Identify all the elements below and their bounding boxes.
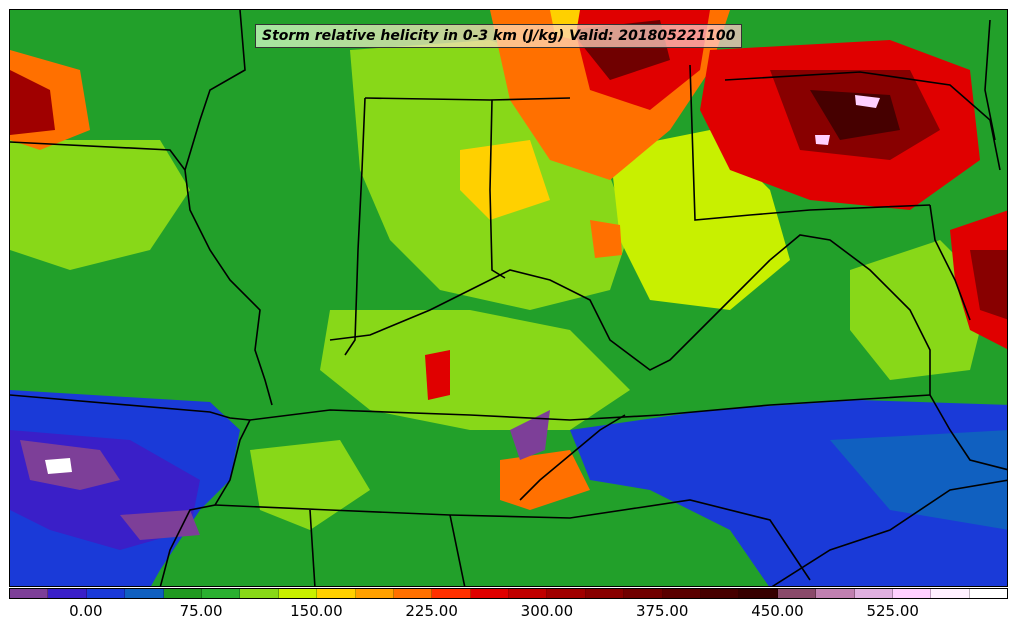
- blue-region-carolina: [830, 430, 1007, 530]
- boundary-new-jersey: [984, 19, 996, 141]
- boundary-ohio-river: [329, 259, 771, 371]
- yellow-region-ohio: [460, 140, 550, 220]
- boundary-wv-virginia: [769, 234, 931, 395]
- boundary-maryland-delaware: [929, 204, 971, 321]
- colorbar-cell: [393, 589, 433, 598]
- orange-region-tennessee: [500, 450, 590, 510]
- coastline-southeast: [771, 479, 1007, 586]
- red-spot-kentucky: [425, 350, 450, 400]
- colorbar-cell: [48, 589, 87, 598]
- pink-spot-1: [815, 135, 830, 145]
- yellowgreen-region-kentucky: [320, 310, 630, 430]
- boundary-pennsylvania-ny: [724, 71, 1001, 171]
- colorbar-cell: [969, 589, 1008, 598]
- boundary-virginia-nc: [929, 394, 1007, 471]
- colorbar-cell: [547, 589, 586, 598]
- colorbar-cell: [201, 589, 241, 598]
- colorbar-cell: [585, 589, 625, 598]
- colorbar-cell: [86, 589, 126, 598]
- darkred-region-east-coast: [970, 250, 1007, 320]
- colorbar-cell: [509, 589, 548, 598]
- colorbar-cell: [278, 589, 318, 598]
- pink-spot-2: [855, 95, 880, 108]
- boundary-iowa-missouri-illinois: [10, 141, 273, 406]
- colorbar-cell: [739, 589, 778, 598]
- colorbar-cell: [777, 589, 817, 598]
- colorbar-cell: [163, 589, 202, 598]
- colorbar-cell: [854, 589, 893, 598]
- colorbar-cell: [931, 589, 970, 598]
- colorbar-cell: [10, 589, 49, 598]
- map-panel: Storm relative helicity in 0-3 km (J/kg)…: [9, 9, 1008, 587]
- colorbar-tick-label: 300.00: [520, 602, 574, 620]
- colorbar-cell: [125, 589, 164, 598]
- yellowgreen-region-iowa: [10, 140, 190, 270]
- map-title: Storm relative helicity in 0-3 km (J/kg)…: [255, 24, 743, 48]
- colorbar-cell: [355, 589, 394, 598]
- boundary-tennessee-nc: [519, 414, 626, 501]
- colorbar-tick-label: 375.00: [635, 602, 689, 620]
- purple-spot-tennessee: [510, 410, 550, 460]
- boundary-pennsylvania-southern: [689, 64, 931, 221]
- colorbar-ticks: 0.00 75.00 150.00 225.00 300.00 375.00 450.00 5…: [9, 600, 1008, 630]
- colorbar-cell: [432, 589, 471, 598]
- colorbar-tick-label: 450.00: [751, 602, 804, 620]
- colorbar-tick-label: 150.00: [290, 602, 343, 620]
- colorbar-cell: [816, 589, 855, 598]
- colorbar-tick-label: 525.00: [866, 602, 919, 620]
- colorbar-cell: [240, 589, 279, 598]
- boundary-kentucky-tennessee: [10, 394, 931, 421]
- helicity-contour-map: [10, 10, 1007, 586]
- colorbar-tick-label: 0.00: [69, 602, 103, 620]
- colorbar-tick-label: 225.00: [405, 602, 458, 620]
- boundary-indiana-ohio: [489, 99, 506, 279]
- state-boundaries: [10, 10, 1007, 586]
- boundary-tennessee-alabama-georgia: [214, 499, 811, 581]
- colorbar-cell: [662, 589, 702, 598]
- colorbar-cell: [624, 589, 663, 598]
- darkred-region-northwest: [10, 70, 55, 135]
- colorbar-tick-label: 75.00: [179, 602, 223, 620]
- boundary-wisconsin-illinois: [184, 10, 246, 171]
- boundary-illinois-indiana: [344, 97, 366, 356]
- boundary-mississippi-river: [159, 419, 251, 586]
- white-spot-west: [45, 458, 72, 474]
- boundary-alabama-georgia: [449, 514, 466, 586]
- colorbar-cell: [701, 589, 740, 598]
- colorbar-cell: [892, 589, 932, 598]
- colorbar: [9, 588, 1008, 599]
- purple-region-west-2: [120, 510, 200, 540]
- colorbar-cell: [470, 589, 510, 598]
- boundary-michigan-indiana-ohio: [364, 97, 571, 101]
- boundary-mississippi-alabama: [309, 509, 316, 586]
- orange-spot-ohio: [590, 220, 622, 258]
- colorbar-cell: [317, 589, 356, 598]
